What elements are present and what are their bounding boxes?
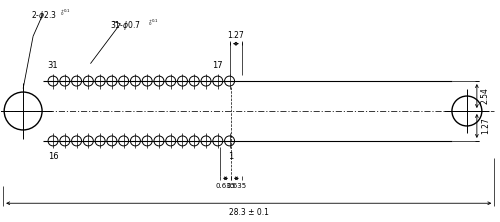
Text: 1: 1 xyxy=(228,152,234,161)
Text: 0.635: 0.635 xyxy=(216,183,236,189)
Text: $^{+0.1}_{0}$: $^{+0.1}_{0}$ xyxy=(148,17,159,28)
Text: $^{+0.1}_{0}$: $^{+0.1}_{0}$ xyxy=(60,7,70,18)
Text: 2-$\phi$2.3: 2-$\phi$2.3 xyxy=(30,9,57,22)
Text: 16: 16 xyxy=(48,152,58,161)
Text: 1.27: 1.27 xyxy=(481,118,490,134)
Text: 0.635: 0.635 xyxy=(226,183,246,189)
Text: 31-$\phi$0.7: 31-$\phi$0.7 xyxy=(110,19,141,32)
Text: 28.3 ± 0.1: 28.3 ± 0.1 xyxy=(229,208,268,217)
Text: 2.54: 2.54 xyxy=(481,88,490,105)
Text: 17: 17 xyxy=(212,61,223,70)
Text: 31: 31 xyxy=(48,61,58,70)
Text: 1.27: 1.27 xyxy=(228,31,244,40)
